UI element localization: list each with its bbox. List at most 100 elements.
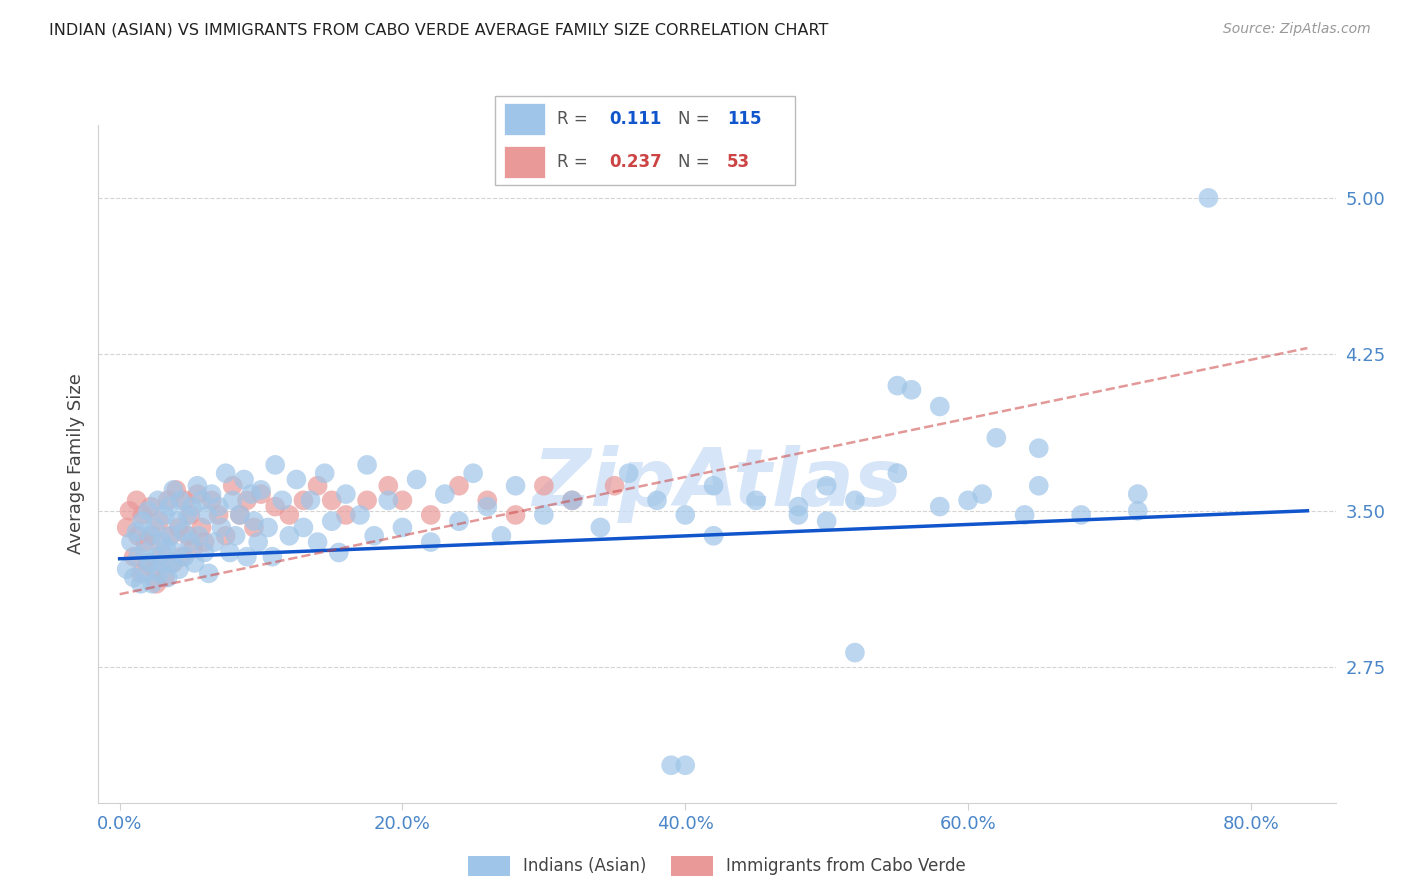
Point bbox=[115, 520, 138, 534]
Point bbox=[972, 487, 994, 501]
Point bbox=[335, 487, 357, 501]
Point bbox=[405, 473, 427, 487]
Point bbox=[447, 479, 470, 493]
Point bbox=[247, 535, 270, 549]
Point bbox=[229, 508, 252, 522]
Point bbox=[391, 493, 413, 508]
Point bbox=[222, 479, 245, 493]
Point bbox=[356, 458, 378, 472]
Point bbox=[165, 483, 187, 497]
Point bbox=[335, 508, 357, 522]
Point bbox=[139, 500, 162, 514]
Point bbox=[156, 493, 179, 508]
Point bbox=[307, 479, 329, 493]
Point bbox=[136, 504, 159, 518]
Point bbox=[173, 493, 195, 508]
Point bbox=[219, 545, 242, 559]
Point bbox=[155, 541, 177, 556]
FancyBboxPatch shape bbox=[505, 146, 544, 178]
Point bbox=[153, 570, 176, 584]
Point bbox=[815, 514, 838, 528]
Point bbox=[264, 458, 287, 472]
Point bbox=[328, 545, 350, 559]
Point bbox=[138, 556, 160, 570]
Point bbox=[215, 467, 238, 481]
Point bbox=[162, 483, 184, 497]
Point bbox=[477, 493, 499, 508]
Point bbox=[150, 556, 173, 570]
Point bbox=[136, 556, 159, 570]
Point bbox=[148, 514, 170, 528]
Point bbox=[433, 487, 456, 501]
Point bbox=[957, 493, 980, 508]
Point bbox=[222, 493, 245, 508]
Point bbox=[134, 566, 156, 581]
Point bbox=[190, 493, 212, 508]
Point bbox=[447, 514, 470, 528]
Point bbox=[233, 473, 256, 487]
Point bbox=[844, 646, 866, 660]
Point bbox=[125, 524, 148, 539]
Point bbox=[167, 562, 190, 576]
Point bbox=[356, 493, 378, 508]
Point bbox=[307, 535, 329, 549]
Point bbox=[702, 479, 724, 493]
Point bbox=[157, 500, 180, 514]
Point bbox=[134, 545, 156, 559]
Point bbox=[172, 524, 194, 539]
Point bbox=[278, 508, 301, 522]
Point bbox=[156, 570, 179, 584]
Text: 0.237: 0.237 bbox=[610, 153, 662, 171]
Point bbox=[165, 545, 187, 559]
Point bbox=[159, 529, 181, 543]
Point bbox=[202, 535, 225, 549]
Point bbox=[200, 493, 222, 508]
Point bbox=[180, 500, 202, 514]
Point bbox=[463, 467, 485, 481]
Point bbox=[125, 493, 148, 508]
Point bbox=[195, 508, 218, 522]
Point bbox=[928, 500, 950, 514]
Point bbox=[1028, 441, 1050, 455]
Point bbox=[321, 514, 343, 528]
Point bbox=[561, 493, 583, 508]
Point bbox=[262, 549, 284, 564]
Point bbox=[150, 545, 173, 559]
Y-axis label: Average Family Size: Average Family Size bbox=[66, 374, 84, 554]
Point bbox=[186, 479, 208, 493]
Point bbox=[1028, 479, 1050, 493]
Point bbox=[1070, 508, 1092, 522]
Point bbox=[176, 508, 198, 522]
Point bbox=[134, 535, 156, 549]
Point bbox=[170, 549, 193, 564]
Point bbox=[250, 487, 273, 501]
Point bbox=[150, 535, 173, 549]
Text: R =: R = bbox=[557, 110, 593, 128]
Point bbox=[183, 556, 205, 570]
Legend: Indians (Asian), Immigrants from Cabo Verde: Indians (Asian), Immigrants from Cabo Ve… bbox=[461, 849, 973, 882]
Point bbox=[160, 556, 183, 570]
Point bbox=[815, 479, 838, 493]
Point bbox=[145, 549, 167, 564]
Point bbox=[243, 514, 266, 528]
Point bbox=[169, 493, 191, 508]
Point bbox=[143, 520, 166, 534]
Text: 53: 53 bbox=[727, 153, 751, 171]
Point bbox=[603, 479, 626, 493]
Text: N =: N = bbox=[678, 153, 714, 171]
Point bbox=[377, 493, 399, 508]
Point bbox=[264, 500, 287, 514]
Point bbox=[285, 473, 308, 487]
Point bbox=[166, 514, 188, 528]
Point bbox=[645, 493, 668, 508]
Point bbox=[240, 487, 263, 501]
Point bbox=[477, 500, 499, 514]
Point bbox=[143, 562, 166, 576]
Point bbox=[299, 493, 322, 508]
Point bbox=[236, 493, 259, 508]
Text: 115: 115 bbox=[727, 110, 762, 128]
Point bbox=[139, 529, 162, 543]
Point bbox=[1126, 504, 1149, 518]
Point bbox=[844, 493, 866, 508]
Point bbox=[787, 508, 810, 522]
